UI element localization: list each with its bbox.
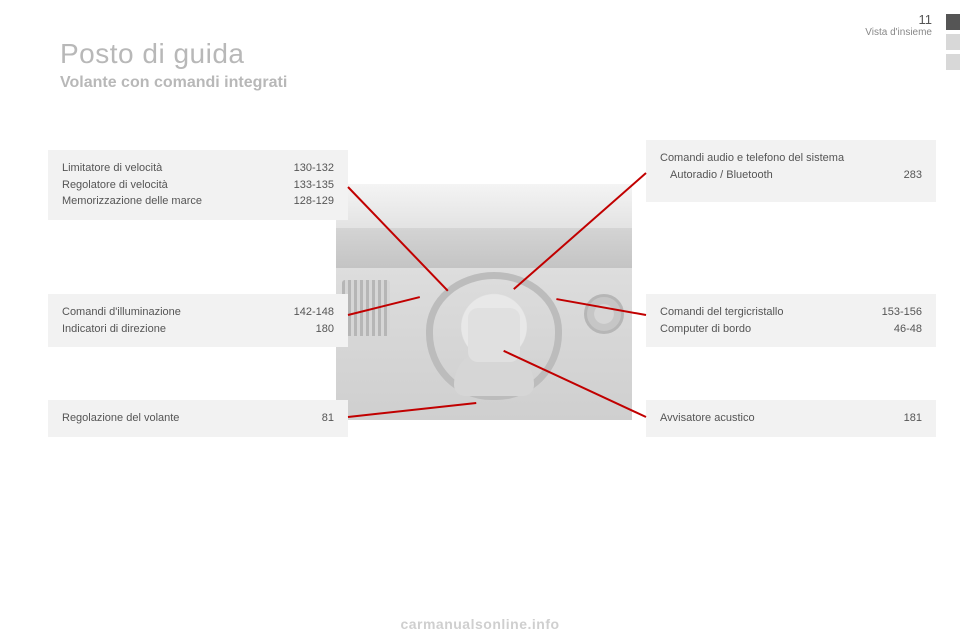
- callout-row: Regolazione del volante 81: [62, 410, 334, 427]
- side-tab-active: [946, 14, 960, 30]
- callout-row: Computer di bordo 46-48: [660, 321, 922, 338]
- callout-pages: 180: [316, 321, 334, 338]
- section-label: Vista d'insieme: [865, 27, 932, 38]
- callout-box: Comandi audio e telefono del sistemaAuto…: [646, 140, 936, 202]
- callout-row: Avvisatore acustico 181: [660, 410, 922, 427]
- watermark-text: carmanualsonline.info: [0, 616, 960, 632]
- callout-label: Regolazione del volante: [62, 410, 179, 427]
- callout-label: Comandi audio e telefono del sistema: [660, 150, 844, 167]
- page-header: 11 Vista d'insieme: [865, 12, 932, 38]
- callout-pages: 142-148: [294, 304, 334, 321]
- callout-pages: 153-156: [882, 304, 922, 321]
- callout-row: Limitatore di velocità 130-132: [62, 160, 334, 177]
- callout-row: Memorizzazione delle marce 128-129: [62, 193, 334, 210]
- right-vent-icon: [584, 294, 624, 334]
- callout-row: Autoradio / Bluetooth 283: [660, 167, 922, 184]
- callout-pages: 128-129: [294, 193, 334, 210]
- callout-label: Comandi del tergicristallo: [660, 304, 784, 321]
- callout-row: Indicatori di direzione 180: [62, 321, 334, 338]
- callout-box: Avvisatore acustico 181: [646, 400, 936, 437]
- callout-label: Avvisatore acustico: [660, 410, 755, 427]
- callout-row: Comandi d'illuminazione 142-148: [62, 304, 334, 321]
- callout-box: Comandi del tergicristallo153-156Compute…: [646, 294, 936, 347]
- page-number: 11: [865, 12, 932, 27]
- page-subtitle: Volante con comandi integrati: [60, 74, 287, 92]
- callout-label: Computer di bordo: [660, 321, 751, 338]
- manual-page: 11 Vista d'insieme Posto di guida Volant…: [0, 0, 960, 640]
- callout-box: Regolazione del volante 81: [48, 400, 348, 437]
- callout-label: Regolatore di velocità: [62, 177, 168, 194]
- callout-pages: 133-135: [294, 177, 334, 194]
- callout-label: Indicatori di direzione: [62, 321, 166, 338]
- callout-label: Autoradio / Bluetooth: [660, 167, 773, 184]
- side-tab-inactive: [946, 54, 960, 70]
- callout-row: Regolatore di velocità 133-135: [62, 177, 334, 194]
- callout-row: Comandi del tergicristallo 153-156: [660, 304, 922, 321]
- left-vent-icon: [342, 280, 390, 336]
- callout-label: Memorizzazione delle marce: [62, 193, 202, 210]
- callout-label: Comandi d'illuminazione: [62, 304, 181, 321]
- callout-row: Comandi audio e telefono del sistema: [660, 150, 922, 167]
- dashboard-top: [336, 228, 632, 268]
- callout-pages: 81: [322, 410, 334, 427]
- callout-pages: 130-132: [294, 160, 334, 177]
- callout-pages: 181: [904, 410, 922, 427]
- callout-label: Limitatore di velocità: [62, 160, 162, 177]
- callout-pages: 46-48: [894, 321, 922, 338]
- callout-pages: 283: [904, 167, 922, 184]
- side-tab-inactive: [946, 34, 960, 50]
- page-title: Posto di guida: [60, 38, 244, 70]
- callout-box: Comandi d'illuminazione142-148Indicatori…: [48, 294, 348, 347]
- callout-box: Limitatore di velocità130-132Regolatore …: [48, 150, 348, 220]
